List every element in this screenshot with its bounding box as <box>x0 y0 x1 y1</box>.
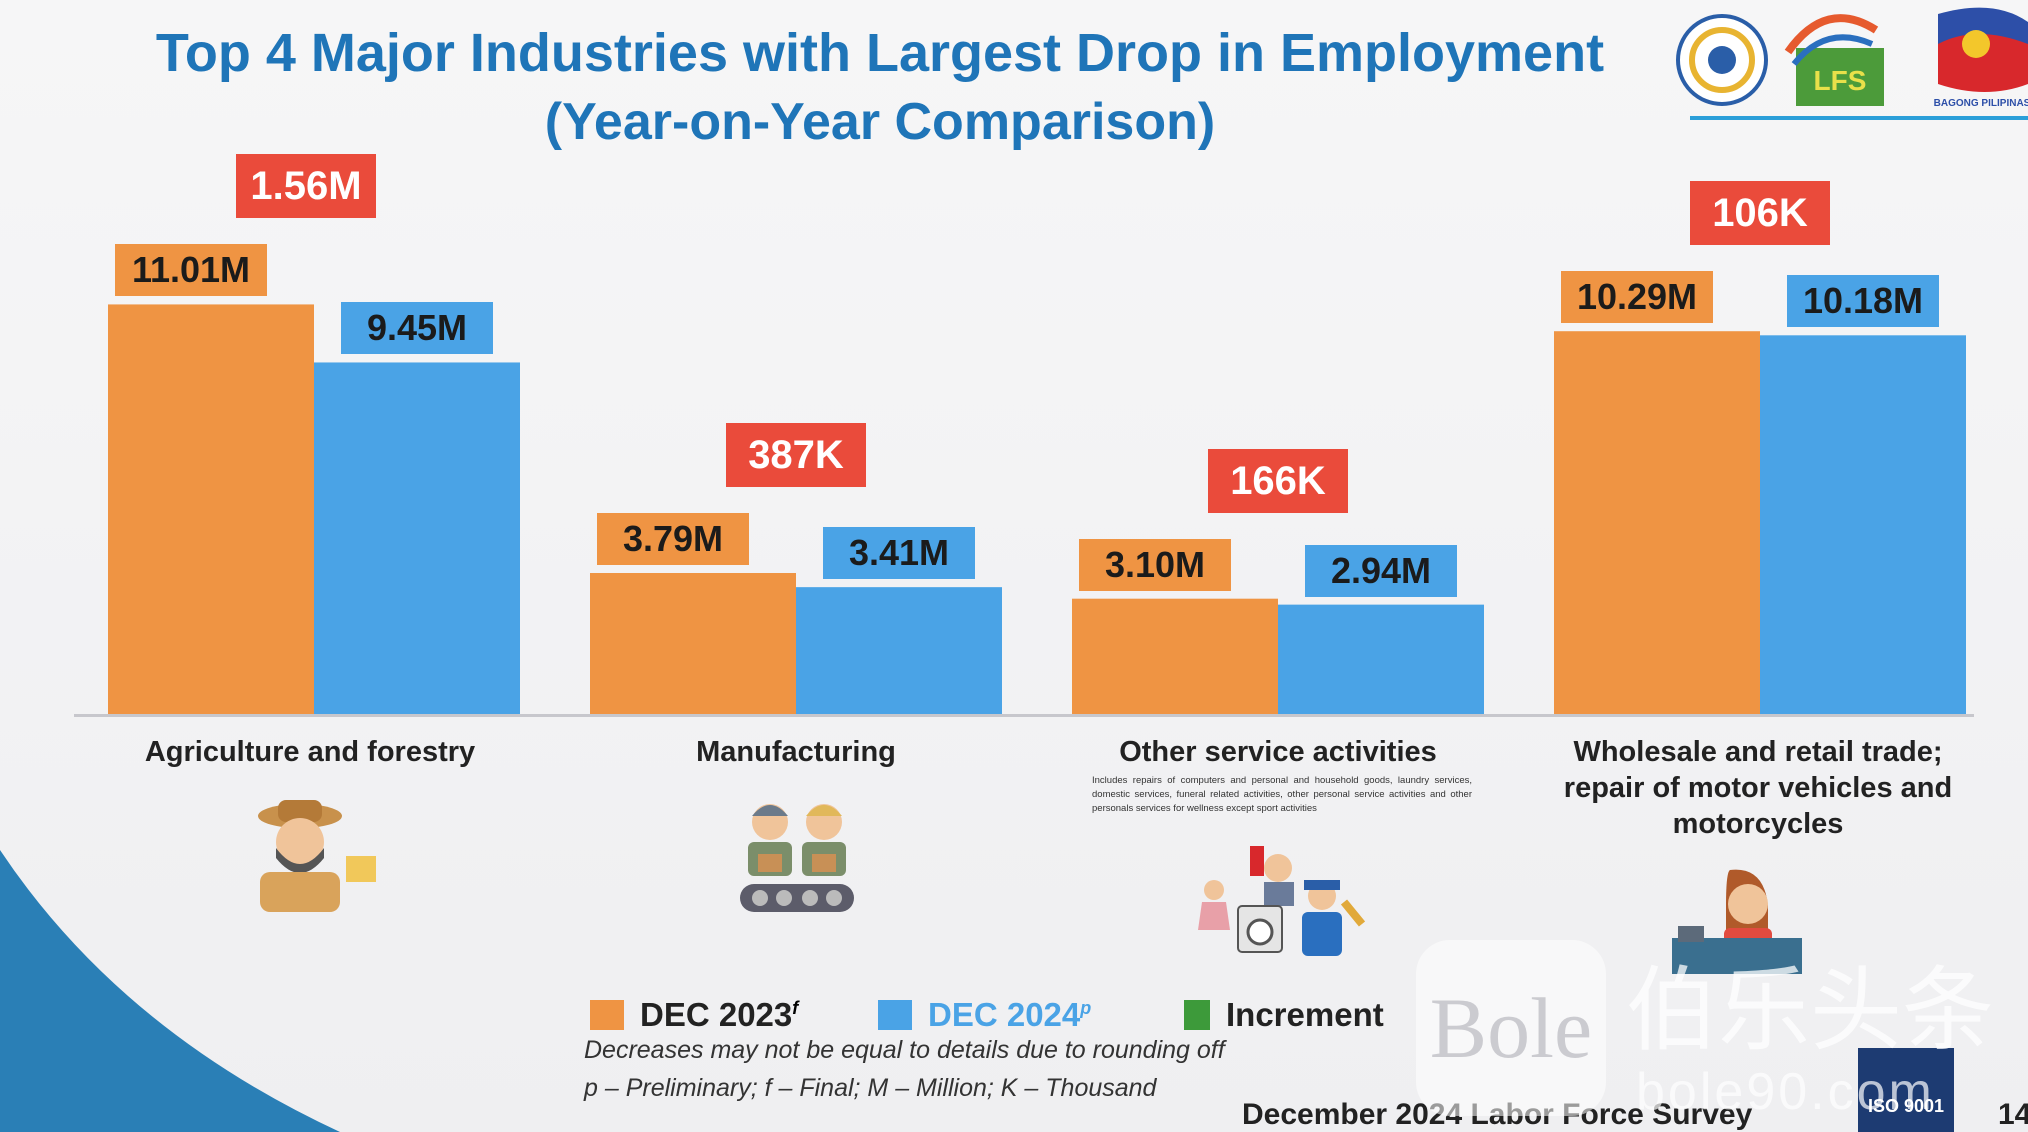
cashier-icon <box>1672 869 1802 974</box>
legend-item-dec2024: DEC 2024p <box>878 996 1091 1034</box>
legend-swatch-green <box>1184 1000 1210 1030</box>
lfs-logo-text: LFS <box>1814 65 1867 96</box>
value-label-wholesale-dec2024: 10.18M <box>1787 275 1939 328</box>
value-label-other-services-dec2024: 2.94M <box>1305 544 1457 597</box>
chart-title: Top 4 Major Industries with Largest Drop… <box>155 23 1605 83</box>
bar-wholesale-dec2024 <box>1760 335 1966 714</box>
value-label-manufacturing-dec2024: 3.41M <box>823 527 975 580</box>
service-workers-icon <box>1198 846 1366 956</box>
farmer-icon <box>258 800 376 912</box>
logos-icon: LFS BAGONG PILIPINAS <box>1676 7 2028 120</box>
legend-swatch-orange <box>590 1000 624 1030</box>
value-label-agriculture-dec2023: 11.01M <box>115 244 267 297</box>
bar-agriculture-dec2024 <box>314 362 520 714</box>
factory-workers-icon <box>740 804 854 912</box>
category-label-manufacturing: Manufacturing <box>696 736 896 768</box>
page-number: 14 <box>1998 1098 2028 1131</box>
bagong-pilipinas-text: BAGONG PILIPINAS <box>1934 98 2028 109</box>
bar-manufacturing-dec2023 <box>590 573 796 714</box>
iso-badge: ISO 9001 <box>1858 1048 1954 1132</box>
bar-wholesale-dec2023 <box>1554 331 1760 714</box>
drop-label-wholesale: 106K <box>1690 181 1830 246</box>
bar-agriculture-dec2023 <box>108 304 314 714</box>
corner-wedge-decoration <box>0 850 340 1132</box>
chart-subtitle: (Year-on-Year Comparison) <box>544 93 1216 151</box>
bar-plot <box>108 304 1966 714</box>
value-label-other-services-dec2023: 3.10M <box>1079 538 1231 591</box>
category-label-other-services: Other service activities <box>1119 736 1437 768</box>
watermark-badge: Bole <box>1416 940 1606 1116</box>
logo-strip: LFS BAGONG PILIPINAS <box>1676 4 2028 122</box>
watermark-chinese: 伯乐头条 <box>1626 957 1995 1064</box>
bar-other-services-dec2024 <box>1278 604 1484 714</box>
bar-other-services-dec2023 <box>1072 598 1278 714</box>
category-label-agriculture: Agriculture and forestry <box>144 736 476 768</box>
bar-manufacturing-dec2024 <box>796 587 1002 714</box>
category-label-wholesale: Wholesale and retail trade; repair of mo… <box>1563 736 1953 840</box>
value-label-agriculture-dec2024: 9.45M <box>341 302 493 355</box>
drop-label-other-services: 166K <box>1208 448 1348 513</box>
rounding-note: Decreases may not be equal to details du… <box>584 1036 1225 1064</box>
x-axis-baseline <box>74 714 1974 717</box>
value-label-wholesale-dec2023: 10.29M <box>1561 271 1713 324</box>
legend-swatch-blue <box>878 1000 912 1030</box>
value-label-manufacturing-dec2023: 3.79M <box>597 513 749 565</box>
legend-item-dec2023: DEC 2023f <box>590 996 798 1034</box>
abbreviation-note: p – Preliminary; f – Final; M – Million;… <box>584 1074 1157 1102</box>
legend-item-increment: Increment <box>1184 996 1384 1034</box>
other-services-note: Includes repairs of computers and person… <box>1092 775 1472 814</box>
watermark-url: bole90.com <box>1636 1063 1935 1121</box>
drop-label-agriculture: 1.56M <box>236 154 376 219</box>
drop-label-manufacturing: 387K <box>726 423 866 487</box>
